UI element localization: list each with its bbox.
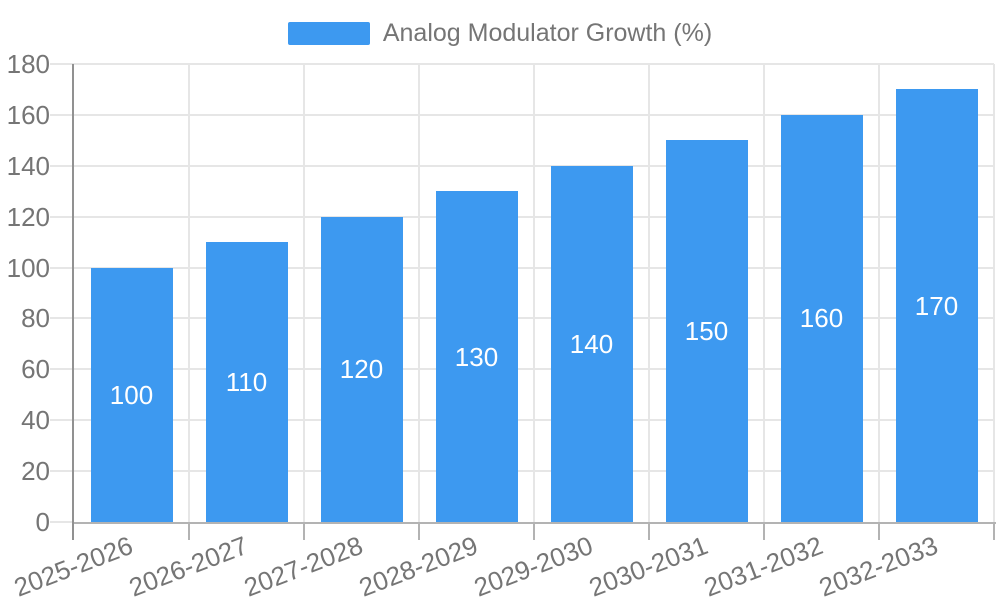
x-axis-category-label: 2028-2029 [355,529,482,600]
y-axis-tick-label: 20 [21,456,50,487]
x-axis-category-label: 2029-2030 [470,529,597,600]
x-axis-category-label: 2027-2028 [240,529,367,600]
y-axis-tick-label: 160 [6,99,50,130]
y-axis-tick-label: 180 [6,49,50,79]
bar[interactable] [90,267,173,522]
bar[interactable] [550,165,633,522]
vertical-gridline [993,64,995,522]
legend-label: Analog Modulator Growth (%) [382,18,713,47]
x-axis-tick [993,524,995,540]
y-axis-tick-label: 40 [21,405,50,436]
x-axis-tick [533,524,535,540]
vertical-gridline [878,64,880,522]
horizontal-gridline [50,368,994,371]
horizontal-gridline [50,215,994,218]
legend-swatch-icon [287,21,370,45]
y-axis-tick-label: 140 [6,150,50,181]
bar[interactable] [320,216,403,522]
x-axis-line [74,522,996,524]
horizontal-gridline [50,63,994,65]
horizontal-gridline [50,419,994,422]
horizontal-gridline [50,470,994,473]
y-axis-line [72,64,74,540]
x-axis-category-label: 2032-2033 [815,529,942,600]
y-axis-tick-label: 60 [21,354,50,385]
bar[interactable] [205,242,288,522]
bar[interactable] [780,114,863,522]
vertical-gridline [533,64,535,522]
x-axis-tick [418,524,420,540]
horizontal-gridline [50,113,994,116]
x-axis-category-label: 2031-2032 [700,529,827,600]
horizontal-gridline [50,266,994,269]
x-axis-category-label: 2026-2027 [125,529,252,600]
x-axis-tick [878,524,880,540]
x-axis-tick [763,524,765,540]
horizontal-gridline [50,317,994,320]
vertical-gridline [303,64,305,522]
y-axis-tick-label: 0 [35,507,50,537]
y-axis-tick-label: 80 [21,303,50,334]
vertical-gridline [648,64,650,522]
horizontal-gridline [50,164,994,167]
bar[interactable] [435,191,518,522]
bar[interactable] [895,89,978,522]
bar[interactable] [665,140,748,522]
vertical-gridline [763,64,765,522]
vertical-gridline [418,64,420,522]
y-axis-tick-label: 120 [6,201,50,232]
x-axis-tick [303,524,305,540]
legend[interactable]: Analog Modulator Growth (%) [0,18,1000,48]
vertical-gridline [188,64,190,522]
x-axis-tick [188,524,190,540]
x-axis-tick [648,524,650,540]
y-tick-zero [50,521,74,523]
x-axis-category-label: 2030-2031 [585,529,712,600]
x-axis-category-label: 2025-2026 [10,529,137,600]
y-axis-tick-label: 100 [6,252,50,283]
